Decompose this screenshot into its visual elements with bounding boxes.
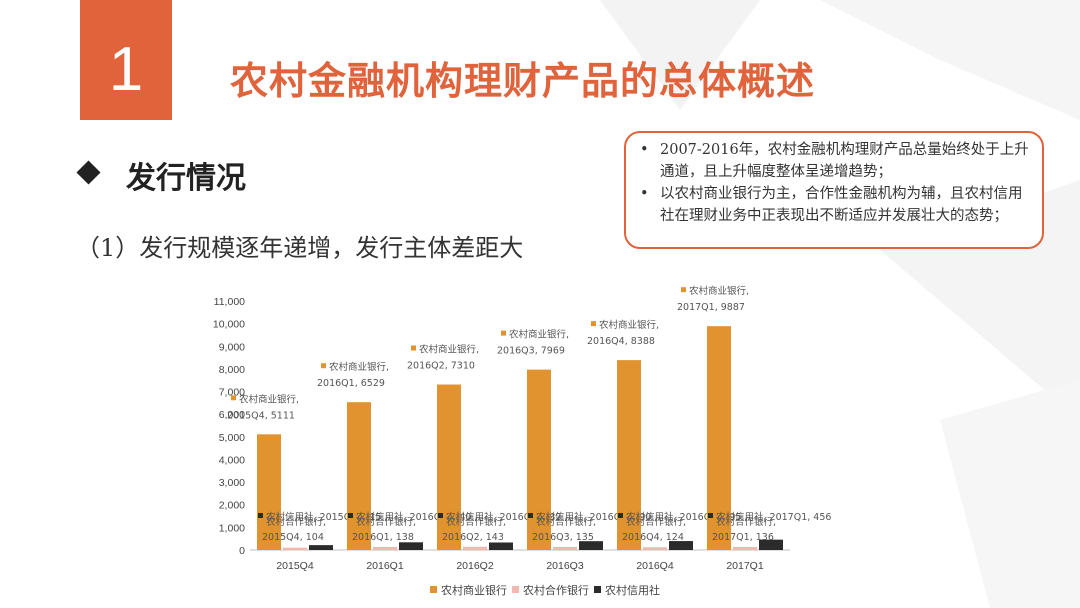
data-label: 农村信用社, 2017Q1, 456 xyxy=(716,511,831,523)
data-label: 农村合作银行, xyxy=(626,516,686,528)
y-tick-label: 2,000 xyxy=(219,500,245,512)
x-tick-label: 2017Q1 xyxy=(726,560,764,572)
legend-label: 农村商业银行 xyxy=(441,583,507,597)
data-label-marker xyxy=(708,513,713,518)
data-label: 农村商业银行, xyxy=(689,285,749,297)
data-label: 农村合作银行, xyxy=(266,516,326,528)
x-tick-label: 2016Q2 xyxy=(456,560,494,572)
bar xyxy=(347,402,371,550)
legend-marker xyxy=(512,586,519,593)
y-tick-label: 7,000 xyxy=(219,387,245,399)
data-label-marker xyxy=(231,395,236,401)
bar xyxy=(373,546,397,550)
bar xyxy=(759,539,783,550)
data-label-marker xyxy=(501,330,506,336)
data-label: 农村合作银行, xyxy=(446,516,506,528)
data-label: 2017Q1, 9887 xyxy=(677,302,745,313)
x-tick-label: 2016Q3 xyxy=(546,560,584,572)
bar xyxy=(617,360,641,550)
data-label-marker xyxy=(528,513,533,518)
x-tick-label: 2016Q1 xyxy=(366,560,404,572)
data-label-marker xyxy=(258,513,263,518)
data-label: 农村商业银行, xyxy=(239,393,299,405)
bar xyxy=(283,547,307,550)
bar xyxy=(553,546,577,550)
data-label: 2016Q3, 135 xyxy=(532,532,594,543)
data-label: 农村合作银行, xyxy=(536,516,596,528)
data-label: 2016Q1, 6529 xyxy=(317,378,385,389)
summary-note-box: • 2007-2016年，农村金融机构理财产品总量始终处于上升通道，且上升幅度整… xyxy=(624,131,1044,249)
y-tick-label: 4,000 xyxy=(219,454,245,466)
y-tick-label: 3,000 xyxy=(219,477,245,489)
bar xyxy=(489,542,513,550)
x-tick-label: 2015Q4 xyxy=(276,560,314,572)
note-text: 以农村商业银行为主，合作性金融机构为辅，且农村信用社在理财业务中正表现出不断适应… xyxy=(660,186,1023,224)
slide-number-block: 1 xyxy=(80,0,172,120)
section-title: 发行情况 xyxy=(126,161,246,196)
data-label: 农村商业银行, xyxy=(599,319,659,331)
bullet-dot-icon: • xyxy=(640,186,649,202)
data-label: 2016Q3, 7969 xyxy=(497,346,565,357)
bar xyxy=(733,546,757,550)
data-label: 农村合作银行, xyxy=(716,516,776,528)
data-label-marker xyxy=(681,287,686,293)
data-label: 农村商业银行, xyxy=(509,329,569,341)
y-tick-label: 9,000 xyxy=(219,341,245,353)
note-text: 2007-2016年，农村金融机构理财产品总量始终处于上升通道，且上升幅度整体呈… xyxy=(660,142,1029,180)
subtitle: （1）发行规模逐年递增，发行主体差距大 xyxy=(76,234,524,262)
bar xyxy=(463,546,487,550)
bar xyxy=(399,542,423,550)
y-tick-label: 6,000 xyxy=(219,409,245,421)
data-label-marker xyxy=(438,513,443,518)
note-item: • 2007-2016年，农村金融机构理财产品总量始终处于上升通道，且上升幅度整… xyxy=(640,139,1032,183)
y-tick-label: 8,000 xyxy=(219,364,245,376)
data-label: 农村商业银行, xyxy=(329,361,389,373)
legend-marker xyxy=(594,586,601,593)
slide-title: 农村金融机构理财产品的总体概述 xyxy=(230,59,816,103)
legend-label: 农村合作银行 xyxy=(523,583,589,597)
slide-number: 1 xyxy=(108,34,144,104)
data-label: 2016Q1, 138 xyxy=(352,532,414,543)
data-label: 2017Q1, 136 xyxy=(712,532,774,543)
legend-label: 农村信用社 xyxy=(605,583,660,597)
bullet-dot-icon: • xyxy=(640,142,649,158)
data-label-marker xyxy=(591,321,596,327)
bar xyxy=(643,547,667,550)
bar xyxy=(669,541,693,550)
data-label-marker xyxy=(348,513,353,518)
data-label: 2016Q4, 124 xyxy=(622,532,684,543)
y-tick-label: 5,000 xyxy=(219,432,245,444)
bar xyxy=(437,384,461,550)
data-label: 2016Q2, 143 xyxy=(442,532,504,543)
data-label: 2015Q4, 5111 xyxy=(227,410,295,421)
y-tick-label: 0 xyxy=(239,545,245,557)
data-label: 农村合作银行, xyxy=(356,516,416,528)
data-label-marker xyxy=(411,345,416,351)
note-item: • 以农村商业银行为主，合作性金融机构为辅，且农村信用社在理财业务中正表现出不断… xyxy=(640,183,1032,227)
y-tick-label: 10,000 xyxy=(213,319,245,331)
data-label: 2016Q4, 8388 xyxy=(587,336,655,347)
data-label-marker xyxy=(618,513,623,518)
data-label: 2015Q4, 104 xyxy=(262,532,324,543)
y-tick-label: 11,000 xyxy=(214,296,245,308)
x-tick-label: 2016Q4 xyxy=(636,560,674,572)
data-label: 2016Q2, 7310 xyxy=(407,361,475,372)
bar xyxy=(257,434,281,550)
data-label: 农村商业银行, xyxy=(419,344,479,356)
legend-marker xyxy=(430,586,437,593)
bar xyxy=(579,541,603,550)
bar xyxy=(527,369,551,550)
bar xyxy=(707,326,731,550)
y-tick-label: 1,000 xyxy=(219,522,245,534)
bar xyxy=(309,545,333,550)
data-label-marker xyxy=(321,363,326,369)
